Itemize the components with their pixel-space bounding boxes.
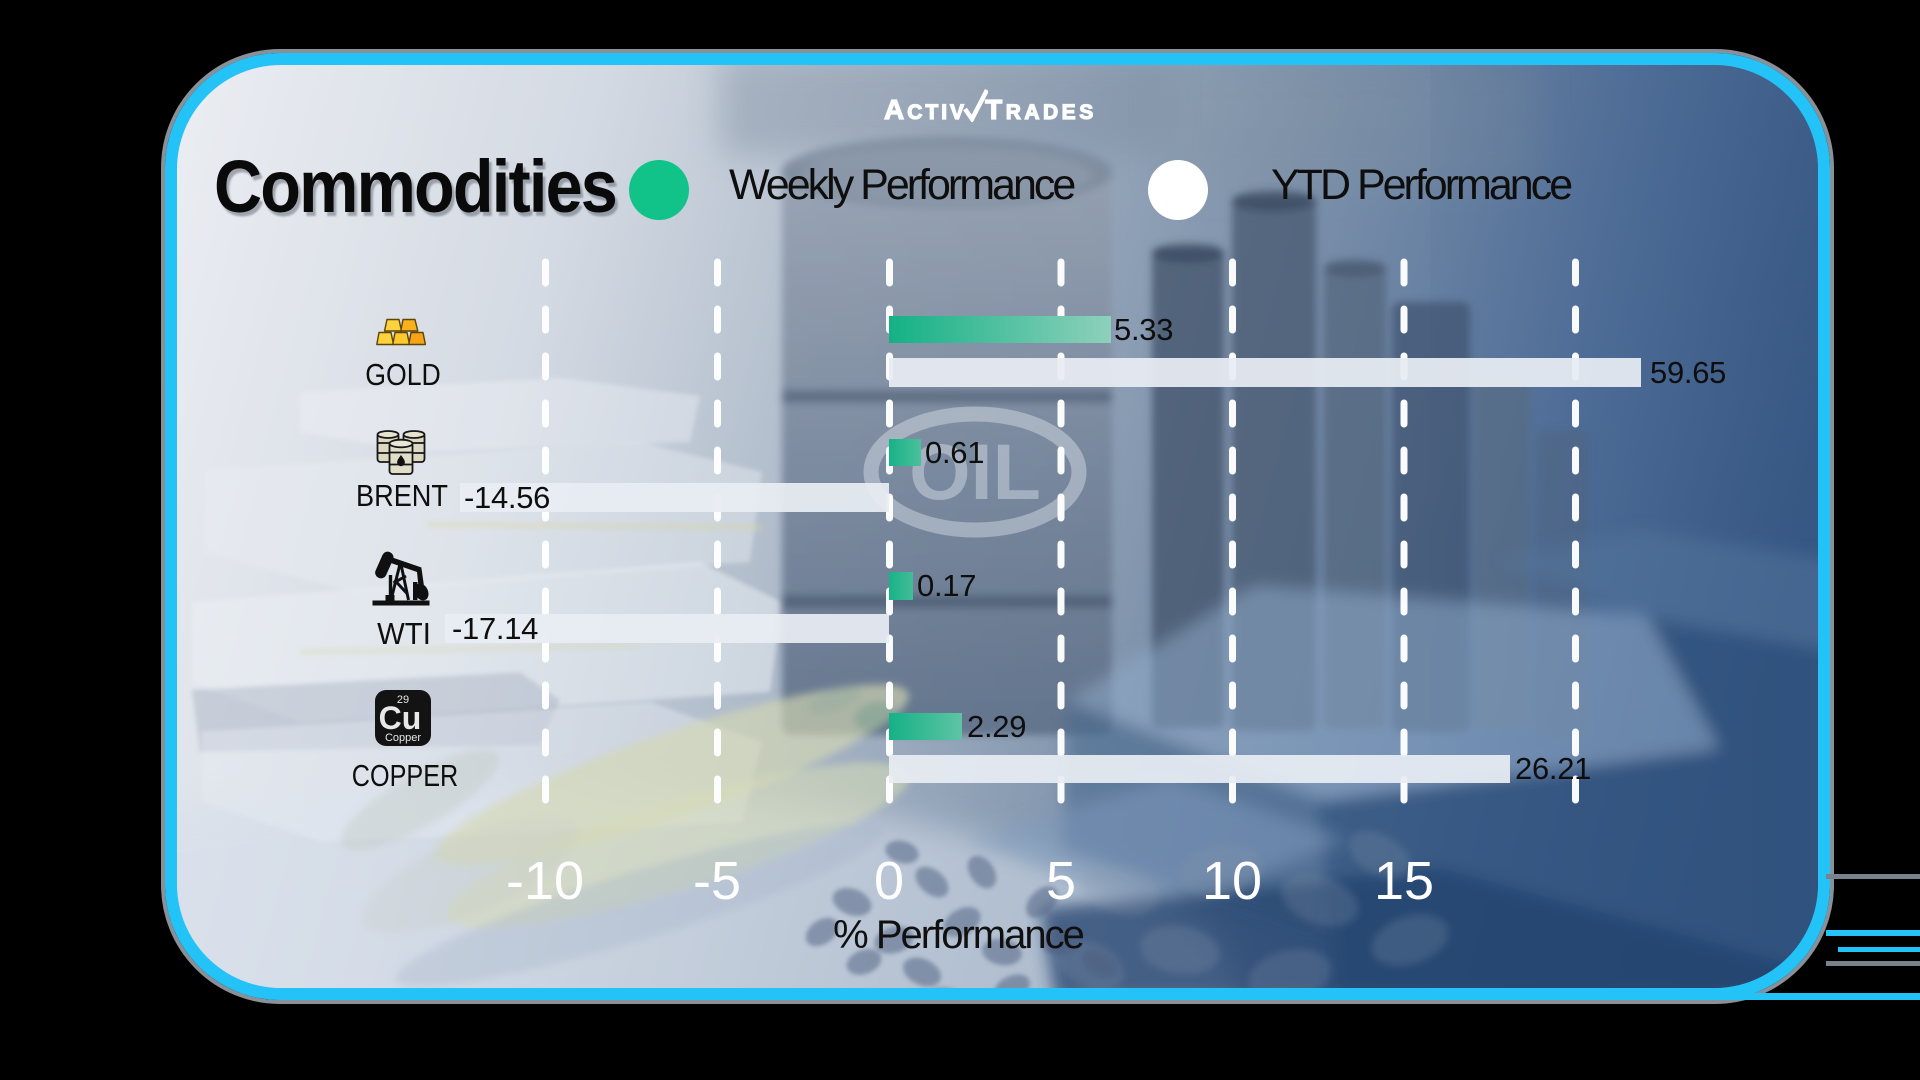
svg-text:OIL: OIL [909, 427, 1041, 516]
svg-text:Cu: Cu [379, 700, 422, 736]
svg-text:Copper: Copper [385, 732, 421, 744]
svg-text:29: 29 [397, 694, 409, 706]
